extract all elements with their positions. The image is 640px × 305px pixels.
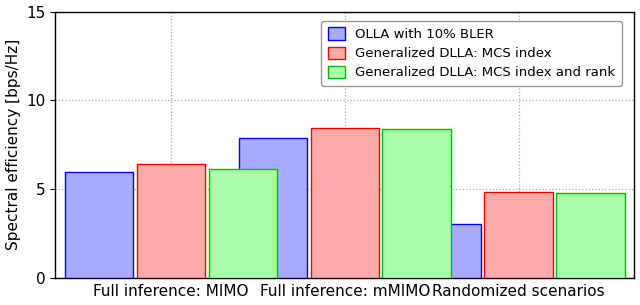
Bar xyxy=(556,193,625,278)
Bar xyxy=(310,128,379,278)
Y-axis label: Spectral efficiency [bps/Hz]: Spectral efficiency [bps/Hz] xyxy=(6,39,20,250)
Bar xyxy=(484,192,553,278)
Bar xyxy=(239,138,307,278)
Bar xyxy=(412,224,481,278)
Bar xyxy=(383,129,451,278)
Legend: OLLA with 10% BLER, Generalized DLLA: MCS index, Generalized DLLA: MCS index and: OLLA with 10% BLER, Generalized DLLA: MC… xyxy=(321,21,622,86)
Bar xyxy=(65,172,133,278)
Bar xyxy=(137,164,205,278)
Bar xyxy=(209,169,277,278)
